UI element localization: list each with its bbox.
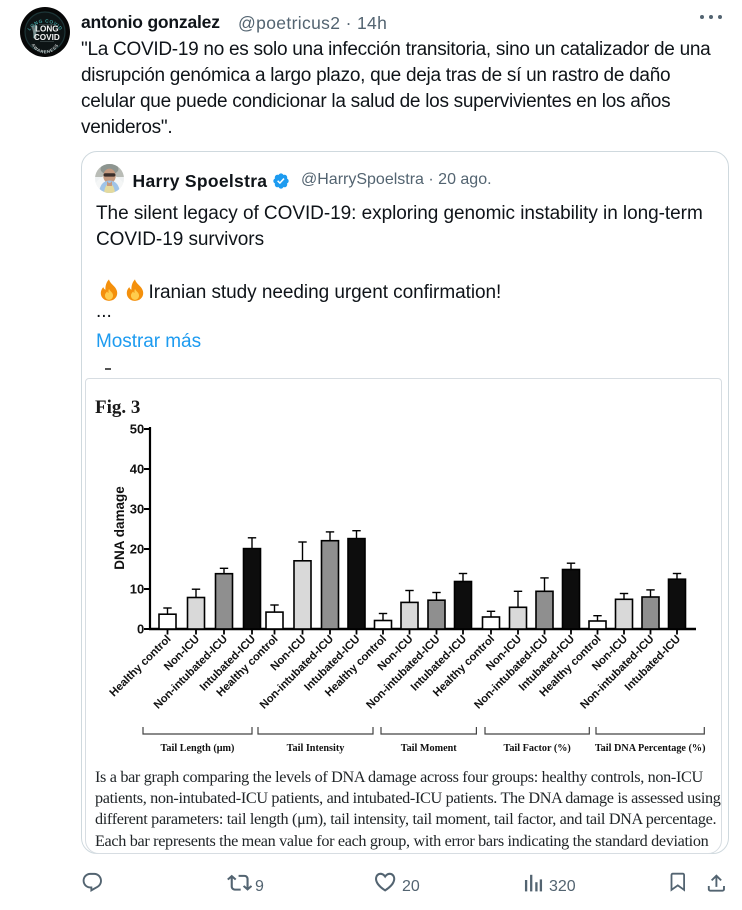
svg-text:20: 20 xyxy=(130,542,144,557)
svg-text:LONG: LONG xyxy=(35,24,59,33)
svg-text:COVID: COVID xyxy=(34,33,60,42)
svg-text:30: 30 xyxy=(130,502,144,517)
svg-text:0: 0 xyxy=(137,622,144,637)
svg-text:Fig. 3: Fig. 3 xyxy=(95,397,140,418)
svg-text:Tail Moment: Tail Moment xyxy=(401,743,458,754)
svg-text:Tail DNA Percentage (%): Tail DNA Percentage (%) xyxy=(595,743,706,754)
svg-text:40: 40 xyxy=(130,462,144,477)
svg-text:DNA damage: DNA damage xyxy=(112,486,127,570)
svg-text:Tail Intensity: Tail Intensity xyxy=(287,743,345,754)
svg-text:50: 50 xyxy=(130,422,144,437)
svg-text:10: 10 xyxy=(130,582,144,597)
svg-text:Tail Length (μm): Tail Length (μm) xyxy=(161,743,235,754)
svg-text:Tail Factor (%): Tail Factor (%) xyxy=(503,743,570,754)
